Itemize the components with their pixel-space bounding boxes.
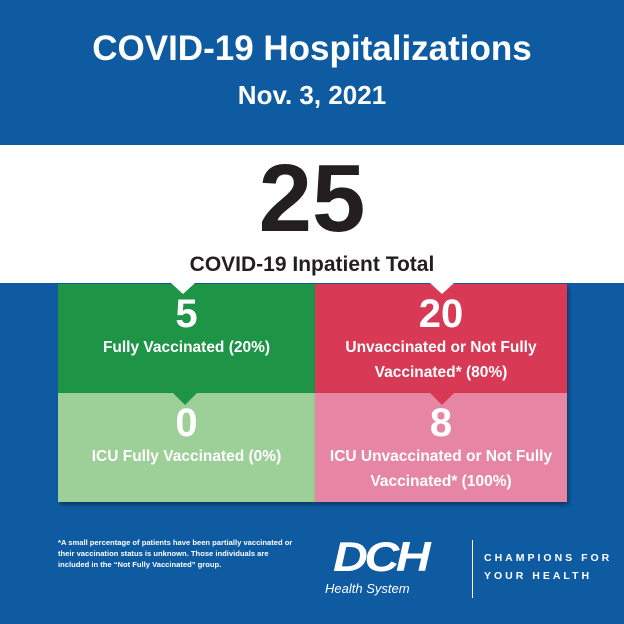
tagline-line-1: CHAMPIONS FOR <box>484 552 613 564</box>
box-label: Unvaccinated or Not Fully Vaccinated* (8… <box>345 339 537 381</box>
box-fully-vaccinated: 5 Fully Vaccinated (20%) <box>58 284 315 393</box>
box-icu-unvaccinated: 8 ICU Unvaccinated or Not Fully Vaccinat… <box>315 393 567 502</box>
box-value: 5 <box>175 292 198 336</box>
pointer-arrow <box>173 393 197 405</box>
box-value: 0 <box>175 401 198 445</box>
footnote: *A small percentage of patients have bee… <box>58 538 293 569</box>
pointer-arrow <box>171 283 195 294</box>
page-title: COVID-19 Hospitalizations <box>92 29 532 68</box>
box-unvaccinated: 20 Unvaccinated or Not Fully Vaccinated*… <box>315 284 567 393</box>
pointer-arrow <box>430 283 454 294</box>
box-value: 20 <box>418 292 464 336</box>
pointer-arrow <box>430 393 454 405</box>
logo-mark: DCH <box>333 533 431 580</box>
box-value: 8 <box>429 401 453 445</box>
box-label: Fully Vaccinated (20%) <box>102 339 271 356</box>
total-banner: 25 COVID-19 Inpatient Total <box>0 145 624 283</box>
box-label: ICU Fully Vaccinated (0%) <box>91 448 282 465</box>
tagline-line-2: YOUR HEALTH <box>484 570 593 583</box>
dch-logo: DCH Health System <box>325 536 470 600</box>
total-label: COVID-19 Inpatient Total <box>189 253 435 276</box>
divider <box>472 540 473 598</box>
box-icu-fully-vaccinated: 0 ICU Fully Vaccinated (0%) <box>58 393 315 502</box>
box-label: ICU Unvaccinated or Not Fully Vaccinated… <box>329 448 553 490</box>
logo-subtitle: Health System <box>325 581 410 596</box>
tagline: CHAMPIONS FOR YOUR HEALTH <box>484 549 612 586</box>
total-value: 25 <box>258 145 366 252</box>
report-date: Nov. 3, 2021 <box>237 80 387 110</box>
